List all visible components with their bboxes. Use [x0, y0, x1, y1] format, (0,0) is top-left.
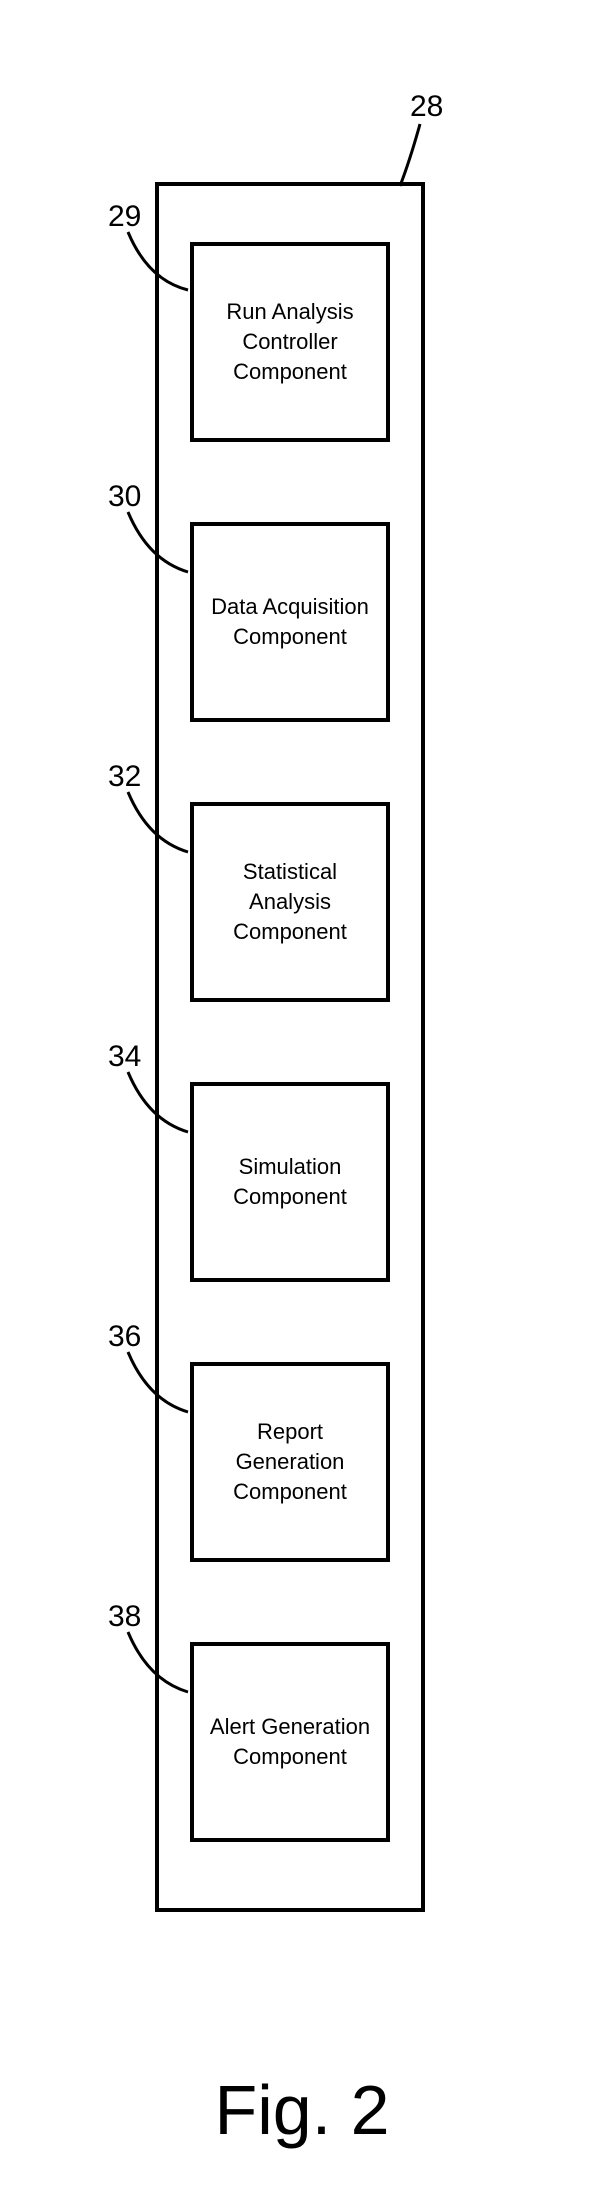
component-label: Statistical Analysis Component [204, 857, 376, 946]
component-box: Data Acquisition Component [190, 522, 390, 722]
component-box: Statistical Analysis Component [190, 802, 390, 1002]
component-label: Alert Generation Component [204, 1712, 376, 1771]
component-box: Simulation Component [190, 1082, 390, 1282]
ref-label: 30 [108, 480, 141, 514]
ref-label: 28 [410, 90, 443, 124]
component-label: Simulation Component [204, 1152, 376, 1211]
ref-label: 36 [108, 1320, 141, 1354]
ref-label: 29 [108, 200, 141, 234]
component-label: Run Analysis Controller Component [204, 297, 376, 386]
figure-caption: Fig. 2 [0, 2070, 604, 2150]
component-box: Alert Generation Component [190, 1642, 390, 1842]
component-label: Report Generation Component [204, 1417, 376, 1506]
ref-label: 34 [108, 1040, 141, 1074]
component-box: Run Analysis Controller Component [190, 242, 390, 442]
component-box: Report Generation Component [190, 1362, 390, 1562]
ref-label: 32 [108, 760, 141, 794]
component-label: Data Acquisition Component [204, 592, 376, 651]
ref-label: 38 [108, 1600, 141, 1634]
